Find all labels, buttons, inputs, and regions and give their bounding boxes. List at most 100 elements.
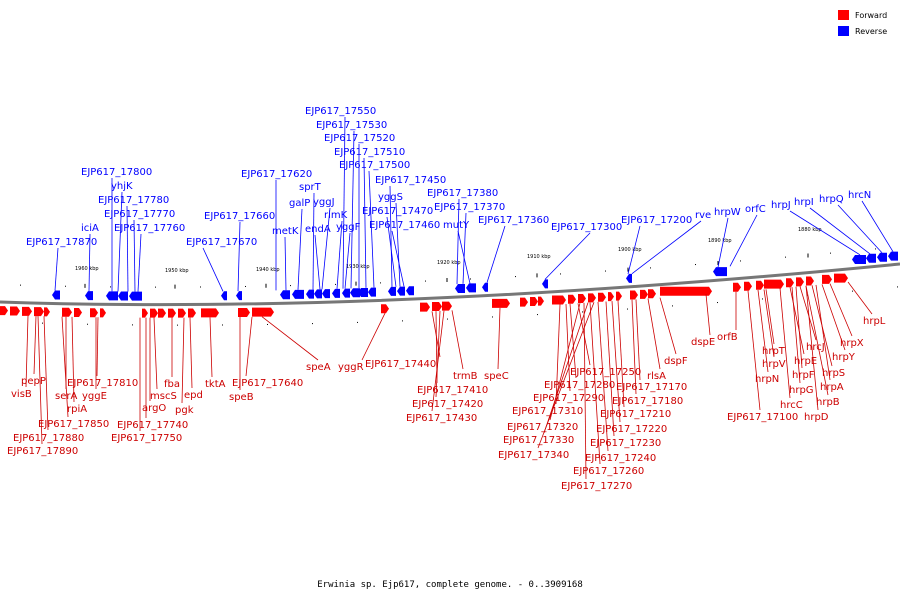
forward-leader-line — [33, 316, 37, 375]
reverse-leader-line — [462, 212, 467, 284]
gene-label: hrpB — [816, 397, 840, 408]
gene-label: EJP617_17290 — [533, 393, 604, 404]
forward-gene-arrow — [660, 286, 712, 296]
minor-tick — [717, 302, 718, 304]
reverse-gene-arrow — [136, 291, 142, 301]
forward-gene-arrow — [188, 308, 196, 318]
tick-label: 1880 kbp — [798, 227, 822, 233]
gene-label: hrpN — [755, 374, 779, 385]
gene-label: EJP617_17380 — [427, 188, 498, 199]
tick-label: 1950 kbp — [165, 268, 189, 274]
tick-label: 1900 kbp — [618, 247, 642, 253]
gene-label: rimK — [324, 210, 348, 221]
reverse-gene-arrow — [292, 289, 304, 299]
gene-label: EJP617_17170 — [616, 382, 687, 393]
forward-leader-line — [569, 303, 577, 379]
gene-label: hrpL — [863, 316, 886, 327]
forward-gene-arrow — [608, 292, 614, 302]
forward-leader-line — [617, 300, 625, 408]
reverse-leader-line — [457, 230, 471, 284]
reverse-gene-arrow — [129, 291, 139, 301]
reverse-gene-arrow — [221, 291, 227, 301]
reverse-gene-arrow — [342, 288, 350, 298]
forward-gene-arrow — [420, 302, 430, 312]
reverse-gene-arrow — [350, 288, 360, 298]
forward-leader-line — [565, 304, 571, 392]
minor-tick — [335, 283, 336, 285]
legend-forward-swatch — [838, 10, 849, 20]
gene-label: hrcN — [848, 190, 871, 201]
forward-gene-arrow — [62, 307, 72, 317]
forward-leader-line — [611, 301, 621, 423]
forward-leader-line — [71, 316, 75, 403]
gene-label: orfC — [745, 204, 766, 215]
gene-label: EJP617_17410 — [417, 385, 488, 396]
forward-gene-arrow — [834, 273, 848, 283]
gene-label: EJP617_17200 — [621, 215, 692, 226]
gene-label: EJP617_17750 — [111, 433, 182, 444]
reverse-gene-arrow — [406, 286, 414, 296]
gene-label: hrpX — [840, 338, 864, 349]
forward-leader-line — [605, 301, 615, 437]
forward-gene-arrow — [796, 277, 804, 287]
forward-gene-arrow — [178, 308, 186, 318]
gene-label: EJP617_17880 — [13, 433, 84, 444]
forward-leader-line — [435, 310, 441, 398]
gene-label: visB — [11, 389, 32, 400]
minor-tick — [222, 324, 223, 326]
forward-gene-arrow — [432, 302, 442, 312]
gene-label: hrpA — [820, 382, 844, 393]
forward-leader-line — [659, 297, 677, 355]
minor-tick — [267, 323, 268, 325]
forward-leader-line — [597, 301, 609, 452]
gene-label: EJP617_17520 — [324, 133, 395, 144]
forward-leader-line — [815, 284, 831, 381]
minor-tick — [762, 298, 763, 300]
gene-label: EJP617_17260 — [573, 466, 644, 477]
forward-gene-arrow — [238, 307, 250, 317]
minor-tick — [87, 323, 88, 325]
gene-label: EJP617_17100 — [727, 412, 798, 423]
forward-leader-line — [647, 298, 661, 370]
minor-tick — [20, 284, 21, 286]
gene-label: EJP617_17250 — [570, 367, 641, 378]
gene-label: yggR — [338, 362, 364, 373]
genome-backbone — [0, 262, 900, 307]
reverse-gene-arrow — [866, 253, 876, 263]
gene-label: dspE — [691, 337, 715, 348]
forward-gene-arrow — [100, 308, 106, 318]
forward-leader-line — [763, 289, 775, 358]
tick-label: 1930 kbp — [346, 264, 370, 270]
reverse-leader-line — [395, 202, 401, 287]
forward-gene-arrow — [588, 293, 596, 303]
forward-leader-line — [497, 307, 501, 370]
gene-label: sprT — [299, 182, 322, 193]
reverse-leader-line — [386, 216, 397, 287]
gene-label: yggE — [82, 391, 107, 402]
forward-gene-arrow — [168, 308, 176, 318]
minor-tick — [132, 324, 133, 326]
reverse-label-group: EJP617_17550 EJP617_17530 EJP617_17520 E… — [26, 106, 871, 248]
gene-label: trmB — [453, 371, 478, 382]
gene-label: EJP617_17270 — [561, 481, 632, 492]
reverse-leader-line — [391, 230, 405, 287]
reverse-leader-line — [54, 247, 59, 291]
gene-label: hrpD — [804, 412, 829, 423]
reverse-leader-line — [861, 200, 894, 252]
reverse-leader-line — [202, 247, 224, 292]
reverse-gene-arrow — [368, 287, 376, 297]
forward-leader-line — [451, 310, 464, 370]
gene-label: EJP617_17640 — [232, 378, 303, 389]
legend: Forward Reverse — [838, 10, 887, 36]
gene-label: EJP617_17850 — [38, 419, 109, 430]
forward-leader-line — [431, 310, 445, 412]
reverse-gene-arrow — [106, 291, 118, 301]
forward-leader-line — [805, 285, 829, 396]
gene-label: hrpS — [822, 368, 845, 379]
gene-label: yggF — [336, 222, 361, 233]
gene-label: dspF — [664, 356, 688, 367]
forward-gene-arrow — [530, 296, 538, 306]
minor-tick — [155, 286, 156, 288]
gene-label: hrpF — [792, 370, 815, 381]
